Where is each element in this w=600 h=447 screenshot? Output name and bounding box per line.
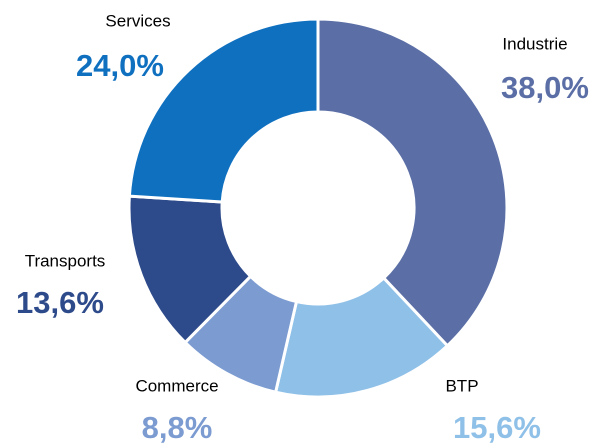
donut-slice <box>316 17 509 348</box>
slice-name: BTP <box>445 376 478 395</box>
slice-value-label: 24,0% <box>76 48 164 83</box>
donut-slice <box>127 17 320 204</box>
slice-value-label: 13,6% <box>16 285 104 320</box>
slice-value-label: 15,6% <box>453 410 541 445</box>
slice-name: Transports <box>25 251 106 270</box>
donut-slice <box>273 275 450 399</box>
slice-name: Industrie <box>502 34 567 53</box>
slice-name: Services <box>105 11 170 30</box>
slice-value-label: 38,0% <box>501 70 589 105</box>
slice-name: Commerce <box>135 376 218 395</box>
slice-value-label: 8,8% <box>142 410 213 445</box>
